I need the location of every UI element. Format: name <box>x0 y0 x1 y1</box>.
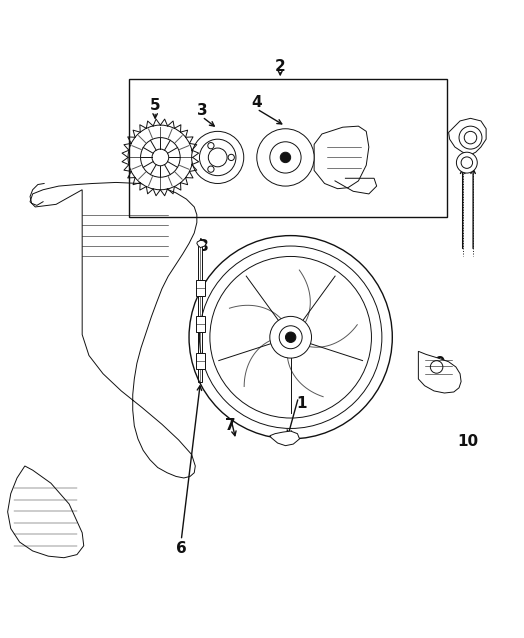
Polygon shape <box>8 466 84 558</box>
Polygon shape <box>196 280 205 295</box>
Circle shape <box>140 138 180 177</box>
Text: 9: 9 <box>434 356 444 371</box>
Text: 3: 3 <box>196 103 208 118</box>
Polygon shape <box>199 246 202 382</box>
Circle shape <box>286 332 296 343</box>
Polygon shape <box>314 126 369 189</box>
Circle shape <box>461 157 473 168</box>
Circle shape <box>208 166 214 172</box>
Circle shape <box>228 154 234 161</box>
Text: 1: 1 <box>296 396 307 411</box>
Polygon shape <box>418 352 461 393</box>
Text: 8: 8 <box>196 239 208 253</box>
Circle shape <box>192 131 244 184</box>
Circle shape <box>464 131 477 144</box>
Polygon shape <box>196 353 205 369</box>
Polygon shape <box>449 118 486 155</box>
Circle shape <box>128 125 193 189</box>
Polygon shape <box>196 316 205 332</box>
Circle shape <box>257 129 314 186</box>
Text: 4: 4 <box>252 95 262 110</box>
Circle shape <box>270 142 301 173</box>
Polygon shape <box>30 182 197 478</box>
Text: 7: 7 <box>225 419 236 433</box>
Circle shape <box>459 126 482 149</box>
Text: 5: 5 <box>150 98 160 113</box>
Circle shape <box>456 152 477 173</box>
Circle shape <box>200 139 236 175</box>
Text: 2: 2 <box>275 59 286 74</box>
Text: 10: 10 <box>457 434 478 449</box>
Circle shape <box>430 360 443 373</box>
Polygon shape <box>270 431 300 446</box>
Circle shape <box>209 148 227 167</box>
Circle shape <box>279 326 302 349</box>
Circle shape <box>280 152 291 163</box>
Bar <box>129 79 447 218</box>
Circle shape <box>270 316 311 358</box>
Text: 6: 6 <box>176 541 187 556</box>
Circle shape <box>152 149 169 166</box>
Circle shape <box>208 142 214 149</box>
Polygon shape <box>197 241 206 248</box>
